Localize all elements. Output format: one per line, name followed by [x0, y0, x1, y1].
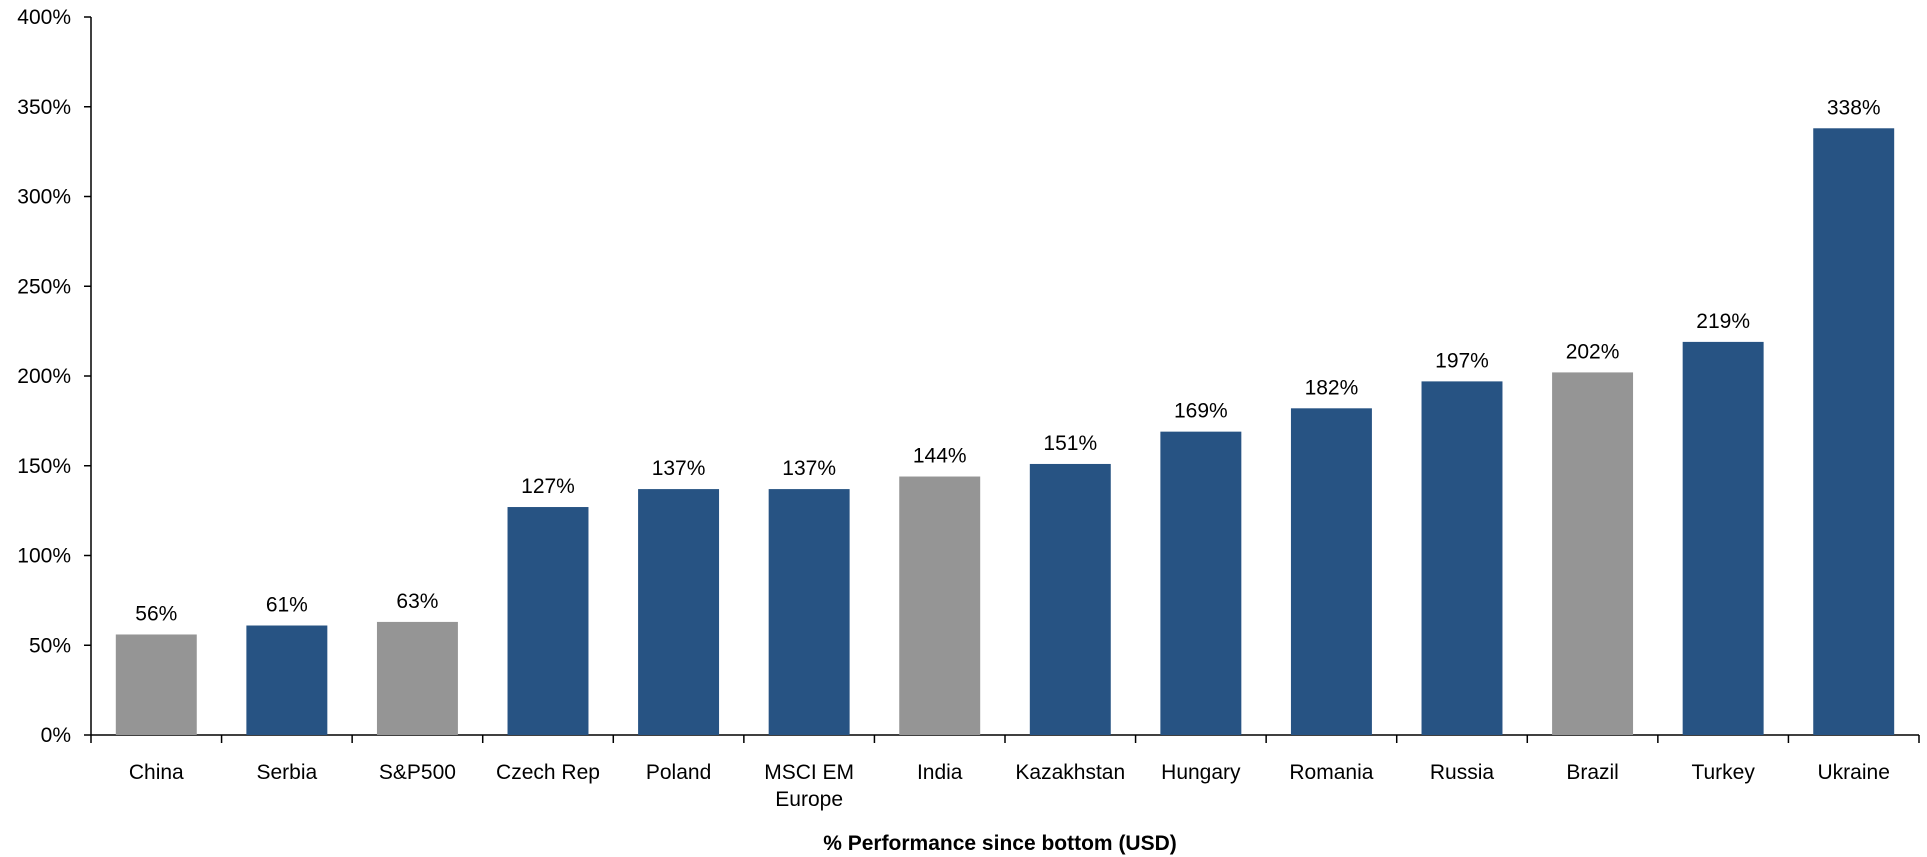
bar-value-label: 61% [266, 594, 308, 617]
x-tick-label: Poland [646, 761, 711, 784]
bars [115, 128, 1895, 736]
x-tick-label: Serbia [257, 761, 318, 784]
bar [899, 476, 981, 735]
x-tick-label: Turkey [1691, 761, 1755, 784]
bar [768, 489, 850, 735]
bar-value-label: 338% [1827, 96, 1881, 119]
y-tick-label: 250% [17, 275, 71, 298]
x-tick-label: Russia [1430, 761, 1495, 784]
bar [1682, 341, 1764, 735]
x-tick-label: MSCI EM [764, 761, 854, 784]
bar-value-label: 197% [1435, 349, 1489, 372]
x-tick-label: Brazil [1566, 761, 1619, 784]
y-tick-label: 0% [41, 724, 71, 747]
y-tick-label: 100% [17, 545, 71, 568]
data-labels: 56% 61% 63% 127% 137% 137% 144% 151% 169% 182% 197… [135, 96, 1880, 625]
y-tick-label: 50% [29, 634, 71, 657]
bar-value-label: 182% [1305, 376, 1359, 399]
bar-value-label: 169% [1174, 400, 1228, 423]
x-tick-label: Czech Rep [496, 761, 600, 784]
bar [638, 489, 720, 735]
bar-value-label: 137% [782, 457, 836, 480]
x-tick-label: Kazakhstan [1015, 761, 1125, 784]
bar-value-label: 127% [521, 475, 575, 498]
bar [115, 634, 197, 735]
bar [376, 621, 458, 735]
bar-value-label: 56% [135, 602, 177, 625]
x-tick-label: Hungary [1161, 761, 1241, 784]
bar [507, 507, 589, 735]
x-tick-label: China [129, 761, 184, 784]
bar-value-label: 63% [396, 590, 438, 613]
y-tick-label: 350% [17, 96, 71, 119]
bar [1552, 372, 1634, 735]
x-tick-label: Romania [1289, 761, 1373, 784]
x-tick-label: S&P500 [379, 761, 456, 784]
bar [1160, 431, 1242, 735]
y-axis: 0% 50% 100% 150% 200% 250% 300% 350% 400% [17, 6, 92, 747]
bar [1029, 463, 1111, 735]
x-axis: China Serbia S&P500 Czech Rep Poland MSCI EM E… [90, 734, 1920, 811]
y-tick-label: 400% [17, 6, 71, 29]
y-tick-label: 200% [17, 365, 71, 388]
bar-value-label: 219% [1696, 310, 1750, 333]
bar [1421, 381, 1503, 735]
bar-value-label: 137% [652, 457, 706, 480]
bar [1813, 128, 1895, 736]
y-tick-label: 300% [17, 186, 71, 209]
bar-value-label: 202% [1566, 340, 1620, 363]
bar [246, 625, 328, 735]
x-tick-label: India [917, 761, 963, 784]
bar-value-label: 144% [913, 445, 967, 468]
bar [1290, 408, 1372, 735]
y-tick-label: 150% [17, 455, 71, 478]
x-tick-label: Ukraine [1818, 761, 1890, 784]
bar-value-label: 151% [1043, 432, 1097, 455]
x-axis-title: % Performance since bottom (USD) [823, 832, 1177, 855]
x-tick-label: Europe [775, 788, 843, 811]
